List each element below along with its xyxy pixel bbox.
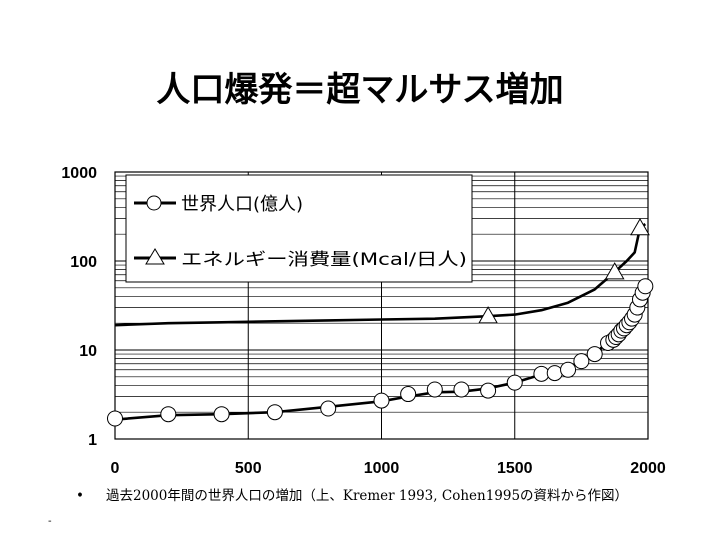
population-marker [586,346,603,363]
population-marker [213,406,230,423]
legend-box [125,174,473,283]
x-tick-label: 500 [235,460,262,477]
y-tick-label: 1 [88,432,97,449]
y-tick-label: 10 [79,343,97,360]
population-marker [637,278,654,295]
plot-frame [114,171,649,440]
population-marker [160,406,177,423]
y-tick-label: 100 [70,254,97,271]
caption-text: 過去2000年間の世界人口の増加（上、Kremer 1993, Cohen199… [106,488,629,504]
population-marker [480,382,497,399]
slide-title: 人口爆発＝超マルサス増加 [156,70,564,110]
population-marker [107,410,123,427]
energy-marker [604,262,625,280]
legend-marker-population [146,195,162,211]
population-marker [320,400,337,417]
x-tick-label: 2000 [630,460,666,477]
population-marker [533,365,550,382]
energy-marker [478,306,498,324]
caption-bullet: • [76,488,84,504]
legend-label-energy: エネルギー消費量(Mcal/日人) [181,250,467,270]
energy-marker [630,217,650,236]
population-marker [426,381,443,398]
x-tick-label: 1500 [497,460,533,477]
legend: 世界人口(億人) エネルギー消費量(Mcal/日人) [125,174,473,283]
population-marker [400,386,417,403]
y-tick-label: 1000 [61,165,97,182]
population-marker [506,374,523,391]
legend-marker-energy [145,248,165,265]
x-tick-label: 0 [111,460,120,477]
population-marker [373,392,390,409]
series-markers [107,217,654,427]
population-marker [453,381,470,398]
legend-label-population: 世界人口(億人) [181,194,303,215]
series-line-1 [114,223,647,327]
tick-labels: 0 500 1000 1500 2000 1000 100 10 1 [61,165,665,477]
population-marker [573,353,590,370]
population-marker [560,361,577,378]
footmark: - [48,516,52,527]
population-marker [266,404,283,421]
x-tick-label: 1000 [364,460,400,477]
population-marker [546,365,563,382]
